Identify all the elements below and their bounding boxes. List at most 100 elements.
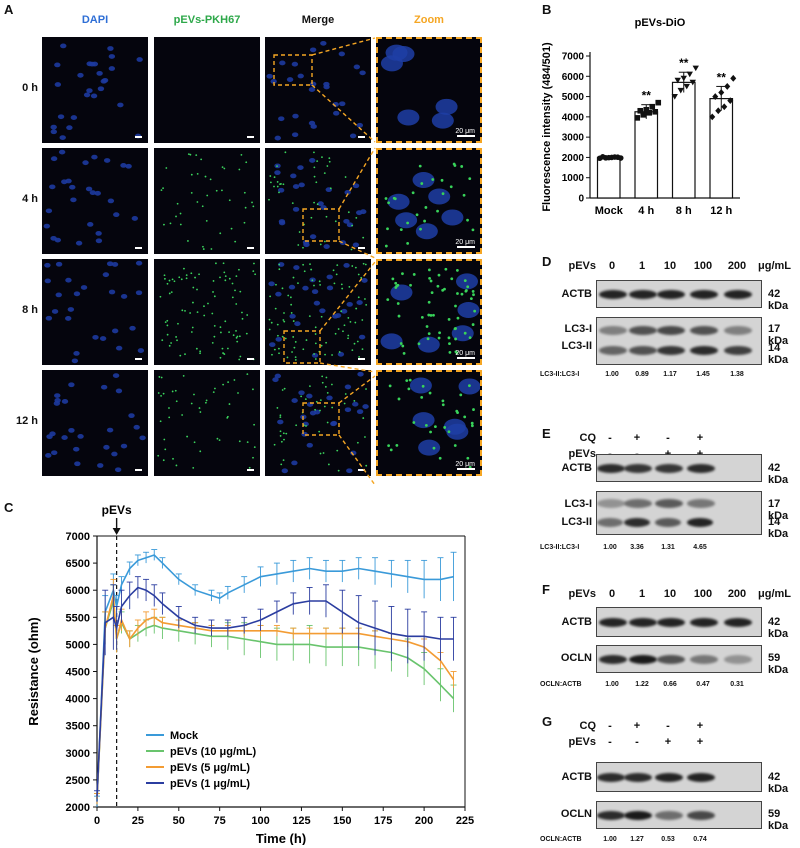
data-point	[605, 154, 612, 161]
protein-band	[599, 655, 627, 664]
scale-bar	[135, 136, 142, 138]
actb-blot	[596, 762, 762, 792]
data-point	[721, 103, 728, 111]
row-label: 4 h	[22, 193, 38, 205]
panel-f-label: F	[542, 582, 550, 597]
dose-label: 10	[663, 588, 677, 600]
y-tick-label: 1000	[562, 173, 585, 184]
protein-band	[690, 618, 718, 627]
x-tick-label: 25	[132, 815, 144, 827]
x-tick-label: 75	[214, 815, 226, 827]
kda-label: 42 kDa	[768, 462, 789, 486]
data-point	[712, 93, 719, 100]
micrograph	[42, 37, 148, 143]
x-tick-label: 100	[251, 815, 269, 827]
ratio-value: 1.00	[605, 681, 619, 688]
protein-label: ACTB	[561, 462, 592, 474]
ratio-value: 0.74	[693, 836, 707, 843]
protein-band	[724, 290, 752, 299]
data-point	[646, 110, 653, 116]
x-tick-label: 200	[415, 815, 433, 827]
dose-label: 0	[608, 260, 616, 272]
scale-bar	[247, 469, 254, 471]
protein-label: LC3-II	[561, 340, 592, 352]
protein-band	[687, 773, 715, 782]
actb-blot	[596, 280, 762, 308]
micrograph	[154, 148, 260, 254]
protein-band	[597, 773, 625, 782]
sign-label: -	[608, 736, 612, 748]
ocln-blot	[596, 645, 762, 673]
x-tick-label: 12 h	[710, 205, 732, 217]
column-header: Zoom	[414, 14, 444, 26]
dose-label: 100	[693, 260, 713, 272]
legend-label: pEVs (1 μg/mL)	[170, 778, 250, 790]
y-tick-label: 2000	[562, 153, 585, 164]
zoom-micrograph: 20 μm	[376, 148, 482, 254]
panel-a-label: A	[4, 2, 14, 17]
protein-band	[597, 518, 623, 527]
protein-band	[629, 326, 657, 335]
sign-label: +	[696, 736, 704, 748]
sign-label: +	[696, 432, 704, 444]
scale-bar	[247, 136, 254, 138]
x-tick-label: 125	[292, 815, 310, 827]
protein-label: OCLN	[560, 652, 592, 664]
row-label: 8 h	[22, 304, 38, 316]
micrograph	[42, 148, 148, 254]
y-tick-label: 4500	[66, 667, 90, 679]
protein-band	[655, 518, 681, 527]
scale-bar	[135, 247, 142, 249]
micrograph-content	[380, 44, 458, 129]
protein-band	[599, 326, 627, 335]
micrograph-content	[44, 260, 145, 364]
y-tick-label: 5000	[562, 92, 585, 103]
sign-label: +	[633, 432, 641, 444]
protein-label: LC3-II	[561, 516, 592, 528]
y-tick-label: 2500	[66, 775, 90, 787]
data-point	[686, 71, 693, 78]
treatment-label: pEVs	[568, 448, 596, 460]
bar	[709, 97, 734, 199]
dose-label: 0	[608, 588, 616, 600]
ratio-label: LC3-II:LC3-I	[540, 544, 580, 551]
ratio-value: 3.36	[630, 544, 644, 551]
x-tick-label: 225	[456, 815, 474, 827]
micrograph-content	[268, 262, 368, 361]
protein-band	[599, 290, 627, 299]
data-point	[730, 74, 737, 82]
panel-d-label: D	[542, 254, 552, 269]
kda-label: 14 kDa	[768, 516, 789, 540]
data-point	[683, 83, 690, 90]
protein-band	[624, 499, 652, 508]
protein-band	[690, 655, 718, 664]
annotation-arrowhead	[112, 528, 121, 535]
bar	[634, 111, 659, 199]
protein-label: ACTB	[561, 288, 592, 300]
sign-label: -	[666, 432, 670, 444]
ratio-value: 1.27	[630, 836, 644, 843]
zoom-micrograph: 20 μm	[376, 37, 482, 143]
micrograph-content	[159, 262, 257, 361]
data-point	[674, 77, 681, 84]
y-tick-label: 6500	[66, 558, 90, 570]
protein-band	[687, 464, 715, 473]
actb-blot	[596, 607, 762, 637]
micrograph-content	[157, 373, 256, 469]
sign-label: -	[635, 736, 639, 748]
y-tick-label: 2000	[66, 802, 90, 814]
protein-band	[629, 346, 657, 355]
scale-bar	[358, 247, 365, 249]
micrograph-content	[160, 153, 255, 250]
series-line	[94, 584, 457, 805]
y-tick-label: 4000	[66, 694, 90, 706]
unit-label: μg/mL	[758, 588, 792, 600]
protein-band	[690, 290, 718, 299]
y-tick-label: 7000	[562, 52, 585, 63]
micrograph-content	[380, 267, 480, 355]
y-tick-label: 7000	[66, 531, 90, 543]
micrograph-content	[268, 151, 367, 251]
zoom-micrograph: 20 μm	[376, 259, 482, 365]
protein-band	[599, 346, 627, 355]
protein-band	[690, 326, 718, 335]
